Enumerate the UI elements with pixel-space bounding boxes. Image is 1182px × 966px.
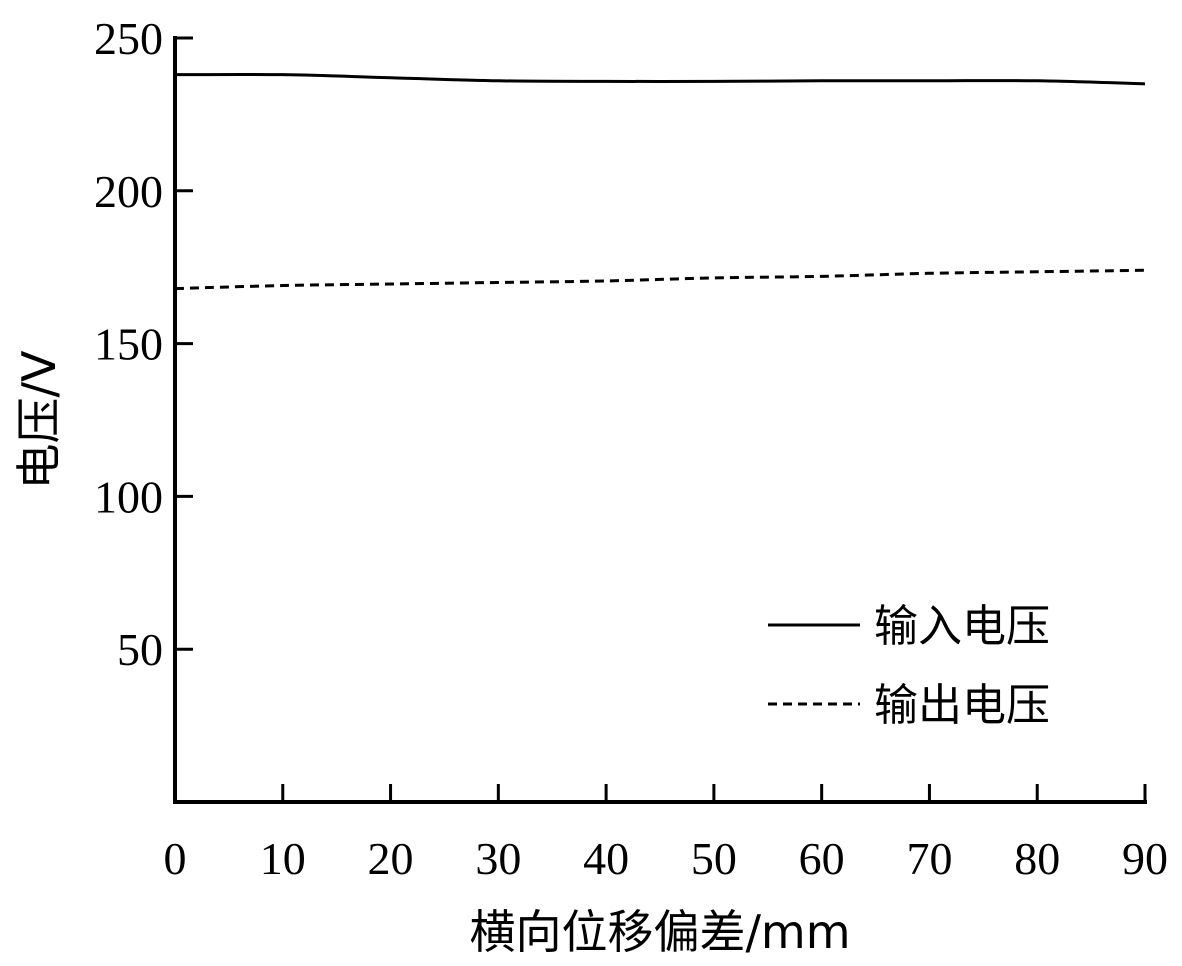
series-line-input-voltage	[174, 72, 1146, 86]
x-tick-label: 40	[583, 833, 629, 884]
series-lines	[174, 72, 1146, 291]
y-tick-label: 200	[94, 166, 163, 217]
legend-label-output-voltage: 输出电压	[874, 680, 1050, 731]
x-axis-title: 横向位移偏差/mm	[469, 905, 850, 959]
x-tick-label: 0	[164, 833, 187, 884]
x-tick-label: 80	[1014, 833, 1060, 884]
x-tick-label: 70	[906, 833, 952, 884]
x-tick-label: 20	[368, 833, 414, 884]
series-line-output-voltage	[174, 268, 1146, 291]
axes	[173, 36, 1147, 804]
x-tick-label: 10	[260, 833, 306, 884]
y-tick-label: 100	[94, 471, 163, 522]
tick-labels: 0 10 20 30 40 50 60 70 80 90 50 100 150 200 250	[94, 13, 1168, 884]
ticks	[173, 36, 1147, 802]
x-tick-label: 90	[1122, 833, 1168, 884]
y-tick-label: 50	[117, 624, 163, 675]
legend: 输入电压 输出电压	[768, 601, 1050, 731]
y-tick-label: 150	[94, 319, 163, 370]
y-axis-title: 电压/V	[12, 350, 66, 489]
legend-label-input-voltage: 输入电压	[874, 601, 1050, 652]
x-tick-label: 50	[691, 833, 737, 884]
y-tick-label: 250	[94, 13, 163, 64]
x-tick-label: 60	[799, 833, 845, 884]
x-tick-label: 30	[475, 833, 521, 884]
